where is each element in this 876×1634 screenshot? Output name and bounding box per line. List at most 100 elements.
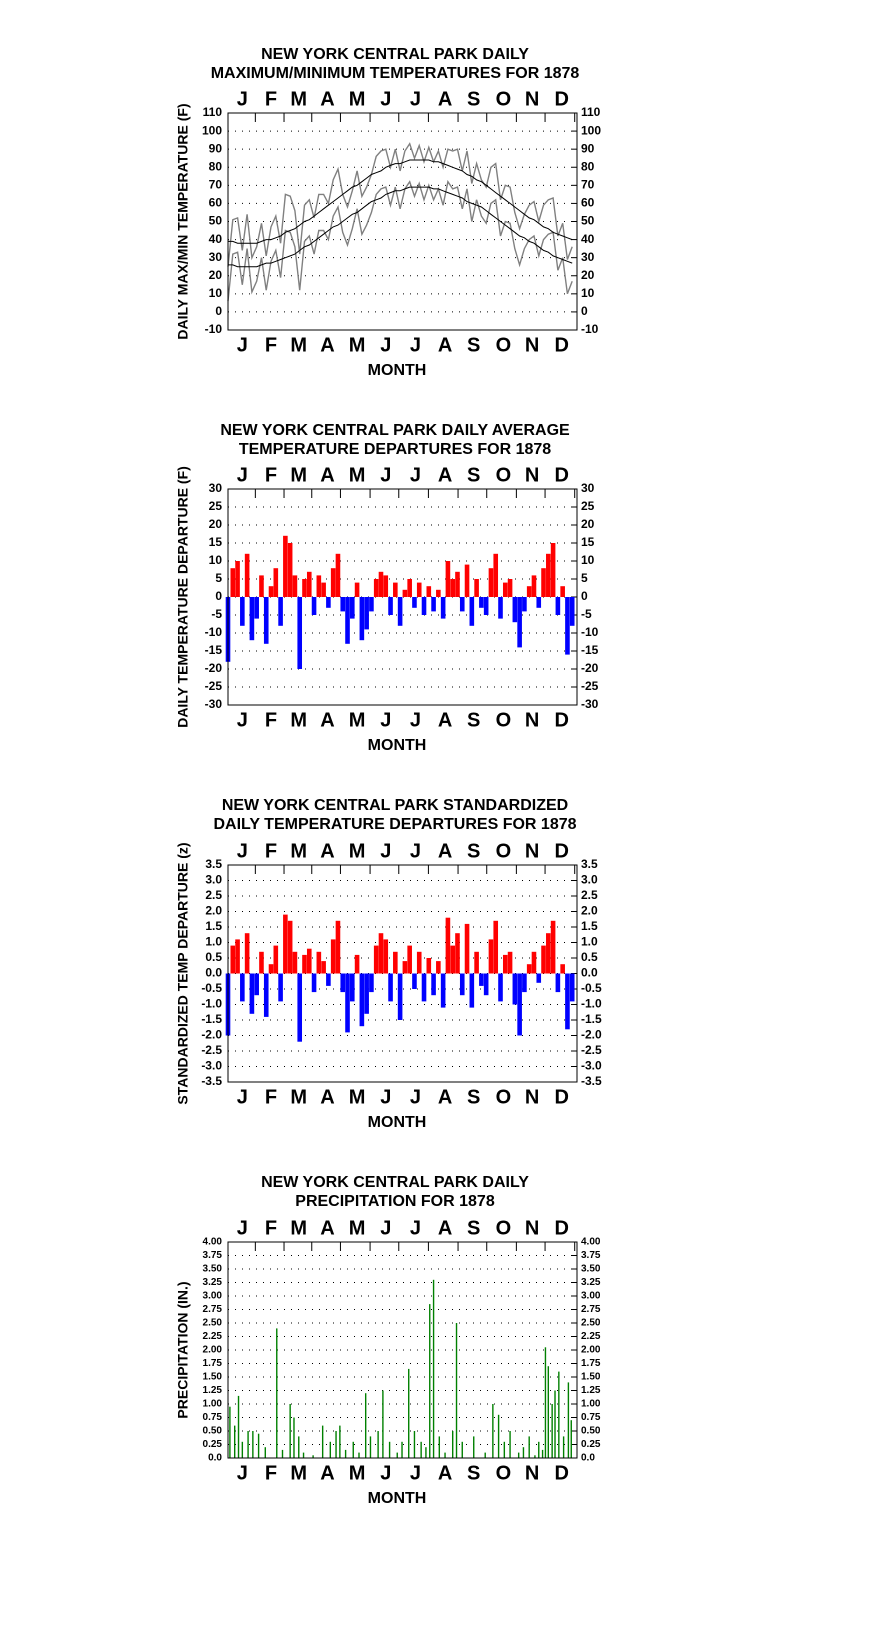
bar [306, 571, 312, 597]
y-tick-label: 50 [209, 214, 223, 228]
month-label-bottom: M [349, 334, 366, 356]
y-tick-label-right: 1.75 [581, 1358, 601, 1369]
month-label-bottom: J [410, 1462, 421, 1484]
y-tick-label-right: -1.0 [581, 997, 602, 1011]
bar [281, 1449, 284, 1458]
bar [522, 973, 527, 993]
month-label-top: J [237, 88, 248, 110]
y-tick-label-right: -2.0 [581, 1028, 602, 1042]
bar [541, 568, 546, 597]
bar [560, 964, 565, 974]
y-tick-label-right: 15 [581, 535, 595, 549]
y-tick-label-right: -30 [581, 697, 599, 711]
y-tick-label-right: -3.0 [581, 1059, 602, 1073]
bar [340, 597, 346, 612]
bar [517, 597, 522, 648]
bar [536, 973, 542, 983]
bar [425, 1447, 427, 1458]
month-label-bottom: F [265, 709, 277, 731]
bar [507, 579, 513, 597]
y-tick-label: -2.5 [201, 1043, 222, 1057]
bar [517, 1452, 520, 1458]
y-tick-label: -10 [205, 625, 223, 639]
bar [507, 951, 513, 974]
y-tick-label-right: 20 [581, 268, 595, 282]
temperature-line [227, 179, 573, 302]
bar [244, 553, 250, 597]
bar [451, 1431, 454, 1458]
month-label-top: J [380, 1217, 391, 1239]
bar [555, 973, 561, 993]
month-label-bottom: S [467, 1086, 480, 1108]
bar [544, 1347, 547, 1458]
bar [459, 973, 465, 996]
bar [474, 579, 479, 597]
bar [416, 951, 422, 974]
bar [345, 973, 350, 1033]
bar [522, 1447, 525, 1458]
chart-title: TEMPERATURE DEPARTURES FOR 1878 [239, 441, 551, 458]
bar [350, 597, 355, 619]
chart-title: NEW YORK CENTRAL PARK STANDARDIZED [222, 797, 568, 814]
y-tick-label: -10 [205, 322, 223, 336]
bar [488, 568, 494, 597]
bar [237, 1395, 240, 1458]
bar [554, 1390, 556, 1458]
bar [297, 597, 303, 669]
bar [426, 586, 432, 597]
y-tick-label-right: -10 [581, 625, 599, 639]
y-tick-label: 3.50 [203, 1264, 223, 1275]
y-tick-label: 3.5 [205, 857, 222, 871]
month-label-bottom: M [290, 1086, 307, 1108]
y-tick-label-right: 70 [581, 178, 595, 192]
bar [440, 597, 446, 619]
bar [257, 1433, 260, 1458]
month-label-top: S [467, 88, 480, 110]
month-label-top: A [320, 840, 334, 862]
y-tick-label-right: -3.5 [581, 1074, 602, 1088]
y-tick-label-right: 10 [581, 553, 595, 567]
bar [252, 1431, 254, 1458]
y-tick-label-right: 3.25 [581, 1277, 601, 1288]
bar [569, 597, 575, 626]
plot-frame [227, 112, 578, 331]
bar [382, 1390, 384, 1458]
month-label-bottom: J [237, 709, 248, 731]
y-tick-label: 0 [215, 589, 222, 603]
bar [483, 973, 489, 996]
y-tick-label: 0.5 [205, 950, 222, 964]
y-tick-label-right: 0.75 [581, 1412, 601, 1423]
y-tick-label-right: 90 [581, 141, 595, 155]
bar [359, 973, 365, 1027]
month-label-top: S [467, 1217, 480, 1239]
bar [408, 1368, 410, 1458]
bar [402, 589, 408, 597]
bar [350, 973, 355, 1002]
y-tick-label-right: -0.5 [581, 981, 602, 995]
bar [302, 954, 307, 974]
y-tick-label: 1.25 [203, 1385, 223, 1396]
month-label-bottom: N [525, 1462, 539, 1484]
bar [268, 964, 274, 974]
bar [432, 1279, 435, 1458]
y-tick-label: 2.00 [203, 1345, 223, 1356]
month-label-top: J [380, 840, 391, 862]
bar [364, 597, 369, 630]
bar [354, 954, 360, 974]
x-axis-title: MONTH [368, 1114, 427, 1131]
y-tick-label-right: 1.00 [581, 1399, 601, 1410]
month-label-bottom: D [554, 334, 568, 356]
bar [354, 582, 360, 597]
bar [459, 597, 465, 612]
y-tick-label-right: 3.50 [581, 1264, 601, 1275]
bar [416, 582, 422, 597]
bar [276, 1328, 278, 1458]
month-label-top: J [410, 88, 421, 110]
temperature-line [227, 142, 573, 267]
temperature-line [228, 159, 573, 244]
y-tick-label: 0.50 [203, 1426, 223, 1437]
bar [289, 1404, 291, 1458]
y-tick-label: 60 [209, 196, 223, 210]
bar [509, 1431, 511, 1458]
bar [378, 933, 384, 974]
